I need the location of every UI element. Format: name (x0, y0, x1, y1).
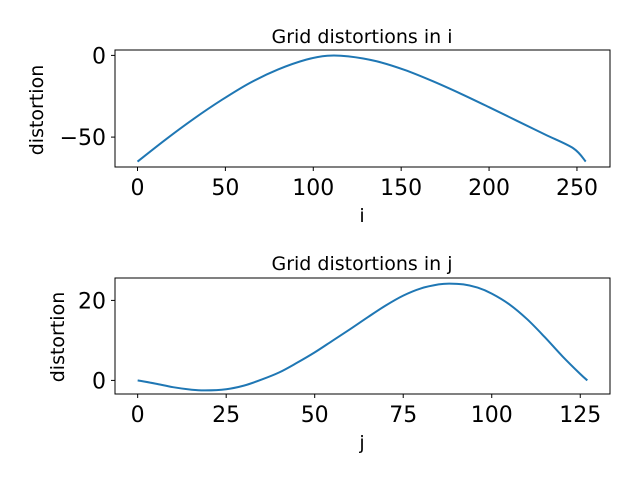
x-tick-label: 125 (559, 403, 601, 428)
chart-title: Grid distortions in j (271, 253, 452, 275)
series-line (136, 54, 587, 163)
y-axis-label: distortion (26, 65, 48, 156)
x-tick-label: 25 (212, 403, 240, 428)
y-tick-label: 20 (78, 289, 106, 314)
x-tick-label: 150 (380, 176, 422, 201)
y-tick-label: 0 (92, 44, 106, 69)
x-tick-label: 50 (211, 176, 239, 201)
axes-frame (114, 49, 611, 168)
y-tick-label: 0 (92, 369, 106, 394)
x-axis-label: i (359, 205, 364, 227)
chart-grid-distortions-j: Grid distortions in j j distortion 0 25 50… (47, 253, 611, 454)
x-tick-label: 75 (389, 403, 417, 428)
axes-frame (114, 277, 611, 395)
series-line (137, 282, 589, 392)
x-tick-label: 50 (301, 403, 329, 428)
x-tick-label: 0 (131, 403, 145, 428)
y-tick-label: −50 (60, 126, 106, 151)
x-tick-label: 100 (292, 176, 334, 201)
x-axis-label: j (358, 432, 364, 454)
x-tick-label: 200 (468, 176, 510, 201)
x-tick-label: 100 (471, 403, 513, 428)
x-tick-label: 250 (556, 176, 598, 201)
chart-grid-distortions-i: Grid distortions in i i distortion 0 50 10… (26, 26, 611, 227)
x-tick-label: 0 (131, 176, 145, 201)
tick-layer: 0 50 100 150 200 250 −50 0 (60, 44, 598, 201)
tick-layer: 0 25 50 75 100 125 0 20 (78, 289, 601, 428)
chart-title: Grid distortions in i (271, 26, 452, 48)
y-axis-label: distortion (47, 292, 69, 383)
